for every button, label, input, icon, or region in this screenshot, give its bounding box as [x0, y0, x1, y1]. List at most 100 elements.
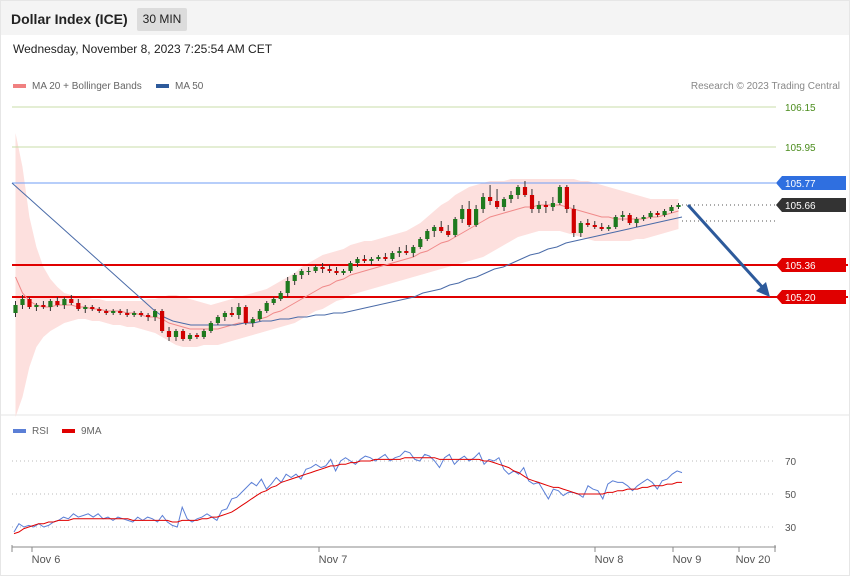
- candle-body: [585, 223, 590, 225]
- candle-body: [215, 317, 220, 323]
- candle-body: [236, 307, 241, 315]
- x-tick-label: Nov 6: [32, 554, 61, 566]
- candle-body: [208, 323, 213, 331]
- candle-body: [404, 251, 409, 253]
- candle-body: [418, 239, 423, 247]
- level-label-105.36: 105.36: [785, 261, 816, 272]
- candle-body: [571, 209, 576, 233]
- candle-body: [104, 311, 109, 313]
- candle-body: [257, 311, 262, 319]
- candle-body: [599, 227, 604, 229]
- candle-body: [83, 307, 88, 309]
- level-tag-105.36: [776, 258, 846, 272]
- candle-body: [132, 313, 137, 315]
- candle-body: [613, 217, 618, 227]
- candle-body: [111, 311, 116, 313]
- candle-body: [474, 209, 479, 225]
- candle-body: [606, 227, 611, 229]
- candle-body: [488, 197, 493, 201]
- legend-swatch: [13, 84, 26, 89]
- candle-body: [90, 307, 95, 309]
- candle-body: [348, 263, 353, 271]
- candle-body: [578, 223, 583, 233]
- legend-label: RSI: [32, 426, 49, 437]
- candle-body: [529, 195, 535, 209]
- level-label-106.15: 106.15: [785, 103, 816, 114]
- candle-body: [222, 313, 227, 317]
- candle-body: [634, 219, 639, 223]
- legend-ma20-bb: MA 20 + Bollinger Bands: [13, 81, 142, 92]
- bollinger-band-area: [15, 133, 679, 417]
- x-tick-label: Nov 20: [736, 554, 771, 566]
- candle-body: [76, 303, 81, 309]
- candle-body: [376, 257, 381, 259]
- candle-body: [550, 203, 555, 207]
- level-label-105.95: 105.95: [785, 143, 816, 154]
- candle-body: [27, 299, 32, 307]
- candle-body: [648, 213, 653, 217]
- level-tag-105.20: [776, 290, 846, 304]
- candle-body: [432, 227, 437, 231]
- candle-body: [515, 187, 521, 195]
- candle-body: [160, 311, 165, 331]
- candle-body: [425, 231, 430, 239]
- x-tick-label: Nov 8: [595, 554, 624, 566]
- legend-swatch: [156, 84, 169, 89]
- chart-datetime: Wednesday, November 8, 2023 7:25:54 AM C…: [13, 42, 273, 56]
- candle-body: [641, 217, 646, 219]
- level-label-105.77: 105.77: [785, 179, 816, 190]
- candle-body: [41, 305, 46, 307]
- candle-body: [194, 335, 200, 337]
- legend-swatch: [62, 429, 75, 434]
- candle-body: [146, 315, 151, 317]
- legend-label: MA 50: [175, 81, 204, 92]
- candle-body: [125, 313, 130, 315]
- legend-ma50: MA 50: [156, 81, 203, 92]
- candle-body: [201, 331, 206, 337]
- candle-body: [341, 271, 346, 273]
- candle-body: [187, 335, 193, 339]
- level-label-105.20: 105.20: [785, 293, 816, 304]
- candle-body: [501, 199, 507, 207]
- rsi-line: [13, 450, 683, 533]
- candle-body: [299, 271, 304, 275]
- timeframe-badge[interactable]: 30 MIN: [137, 8, 187, 31]
- rsi-tick-label: 30: [785, 523, 797, 534]
- candle-body: [180, 331, 186, 339]
- level-tag-105.66: [776, 198, 846, 212]
- candle-body: [250, 319, 255, 323]
- candle-body: [508, 195, 514, 199]
- candle-body: [467, 209, 472, 225]
- candle-body: [13, 305, 18, 313]
- candle-body: [676, 205, 681, 207]
- candle-body: [118, 311, 123, 313]
- forecast-arrow-shaft: [686, 203, 766, 291]
- candle-body: [390, 253, 395, 259]
- x-tick-label: Nov 7: [319, 554, 348, 566]
- candle-body: [592, 225, 597, 227]
- candle-body: [48, 301, 53, 307]
- candle-body: [55, 301, 60, 305]
- candle-body: [362, 259, 367, 261]
- legend-label: 9MA: [81, 426, 102, 437]
- candle-body: [62, 299, 67, 305]
- x-tick-label: Nov 9: [673, 554, 702, 566]
- candle-body: [278, 293, 283, 299]
- candle-body: [453, 219, 458, 235]
- legend-9ma: 9MA: [62, 426, 102, 437]
- candle-body: [446, 231, 451, 235]
- candle-body: [166, 331, 172, 337]
- candle-body: [669, 207, 674, 211]
- candle-body: [327, 269, 332, 271]
- candle-body: [655, 213, 660, 215]
- candle-body: [536, 205, 541, 209]
- instrument-title: Dollar Index (ICE): [11, 11, 128, 27]
- rsi-tick-label: 70: [785, 457, 797, 468]
- legend-label: MA 20 + Bollinger Bands: [32, 81, 142, 92]
- rsi-9ma-line: [13, 457, 682, 535]
- candle-body: [439, 227, 444, 231]
- candle-body: [243, 307, 248, 323]
- candle-body: [34, 305, 39, 307]
- candle-body: [411, 247, 416, 253]
